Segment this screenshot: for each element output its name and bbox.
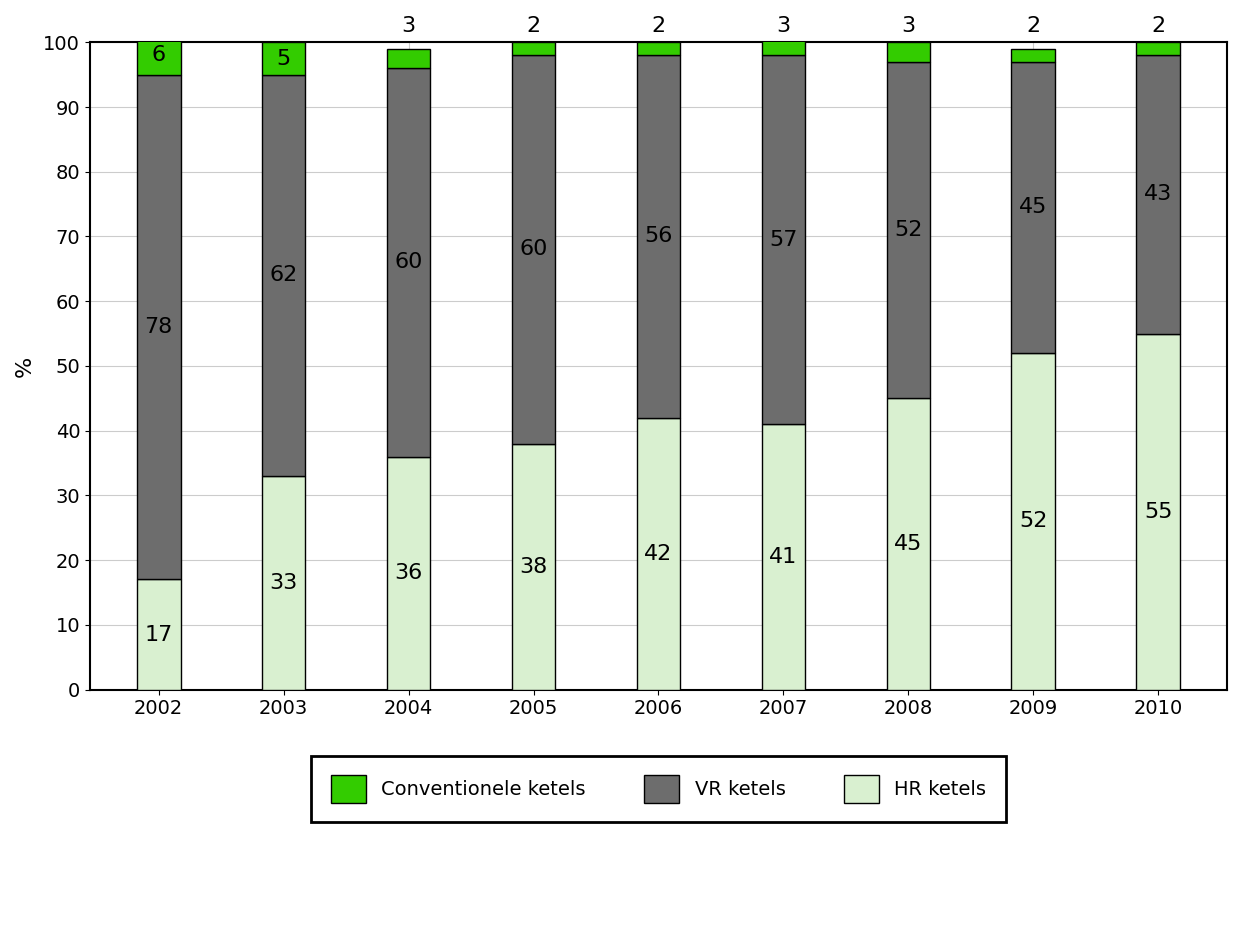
Text: 52: 52	[1020, 512, 1047, 532]
Text: 52: 52	[894, 220, 923, 240]
Text: 3: 3	[401, 16, 416, 36]
Bar	[761, 55, 805, 424]
Text: 2: 2	[651, 16, 666, 36]
Text: 60: 60	[519, 240, 548, 260]
Text: 41: 41	[769, 547, 797, 567]
Bar	[386, 49, 431, 68]
Text: 62: 62	[270, 265, 298, 285]
Y-axis label: %: %	[15, 356, 35, 377]
Text: 45: 45	[1020, 198, 1047, 218]
Bar	[262, 43, 306, 75]
Text: 2: 2	[1026, 16, 1041, 36]
Text: 60: 60	[395, 252, 422, 272]
Text: 45: 45	[894, 534, 923, 553]
Text: 2: 2	[1151, 16, 1165, 36]
Text: 57: 57	[769, 230, 797, 250]
Bar	[137, 36, 180, 75]
Bar	[1136, 334, 1180, 689]
Text: 17: 17	[144, 625, 173, 645]
Bar	[512, 43, 555, 55]
Text: 2: 2	[527, 16, 540, 36]
Bar	[262, 75, 306, 476]
Bar	[887, 398, 930, 689]
Bar	[761, 36, 805, 55]
Bar	[386, 456, 431, 689]
Text: 5: 5	[277, 49, 291, 68]
Bar	[1136, 55, 1180, 334]
Bar	[637, 55, 681, 417]
Bar	[512, 443, 555, 689]
Text: 42: 42	[645, 544, 673, 564]
Text: 36: 36	[395, 563, 422, 583]
Bar	[137, 75, 180, 579]
Bar	[1011, 353, 1056, 689]
Text: 33: 33	[270, 573, 298, 592]
Bar	[887, 62, 930, 398]
Text: 6: 6	[152, 46, 165, 66]
Bar	[637, 43, 681, 55]
Bar	[637, 417, 681, 689]
Bar	[887, 43, 930, 62]
Text: 3: 3	[776, 16, 790, 36]
Bar	[1136, 43, 1180, 55]
Bar	[137, 579, 180, 689]
Bar	[1011, 62, 1056, 353]
Text: 3: 3	[902, 16, 915, 36]
Text: 38: 38	[519, 556, 548, 576]
Bar	[262, 476, 306, 689]
Text: 78: 78	[144, 317, 173, 337]
Bar	[512, 55, 555, 443]
Bar	[386, 68, 431, 456]
Bar	[761, 424, 805, 689]
Bar	[1011, 49, 1056, 62]
Text: 43: 43	[1144, 184, 1172, 204]
Legend: Conventionele ketels, VR ketels, HR ketels: Conventionele ketels, VR ketels, HR kete…	[312, 756, 1006, 823]
Text: 56: 56	[645, 226, 673, 246]
Text: 55: 55	[1144, 501, 1172, 521]
